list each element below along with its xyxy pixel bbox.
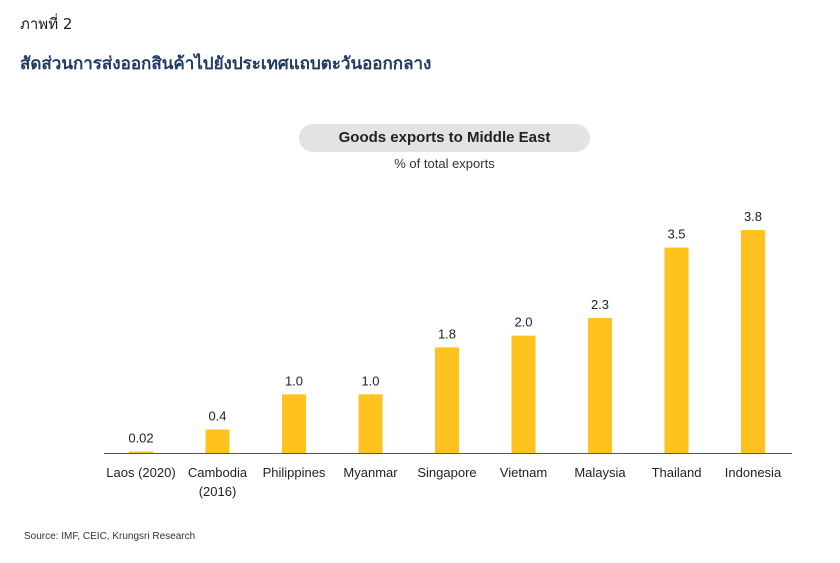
chart-title: Goods exports to Middle East — [299, 124, 590, 152]
tick-label-2: Philippines — [263, 465, 326, 480]
bar-5 — [511, 335, 536, 453]
source-note: Source: IMF, CEIC, Krungsri Research — [24, 531, 196, 542]
bar-8 — [741, 230, 765, 453]
bar-2 — [282, 394, 306, 453]
tick-label-1: Cambodia — [188, 465, 248, 480]
bar-6 — [588, 318, 612, 453]
tick-label-7: Thailand — [652, 465, 702, 480]
data-label-4: 1.8 — [438, 326, 456, 341]
tick-label-3: Myanmar — [343, 465, 398, 480]
figure-title: สัดส่วนการส่งออกสินค้าไปยังประเทศแถบตะวั… — [20, 54, 432, 74]
chart-subtitle: % of total exports — [394, 156, 495, 171]
bar-3 — [358, 394, 383, 453]
tick-label-1-line2: (2016) — [199, 484, 237, 499]
figure-label: ภาพที่ 2 — [20, 15, 73, 33]
tick-label-5: Vietnam — [500, 465, 547, 480]
bar-7 — [664, 247, 689, 453]
data-label-1: 0.4 — [208, 409, 226, 424]
bar-0 — [129, 451, 153, 453]
data-label-8: 3.8 — [744, 209, 762, 224]
data-label-5: 2.0 — [514, 315, 532, 330]
data-label-3: 1.0 — [361, 373, 379, 388]
data-label-0: 0.02 — [128, 431, 153, 446]
tick-label-8: Indonesia — [725, 465, 782, 480]
data-label-7: 3.5 — [667, 227, 685, 242]
tick-label-4: Singapore — [417, 465, 476, 480]
data-label-2: 1.0 — [285, 373, 303, 388]
tick-label-6: Malaysia — [574, 465, 626, 480]
bar-4 — [435, 347, 459, 453]
data-label-6: 2.3 — [591, 297, 609, 312]
tick-label-0: Laos (2020) — [106, 465, 175, 480]
bar-1 — [205, 429, 230, 453]
